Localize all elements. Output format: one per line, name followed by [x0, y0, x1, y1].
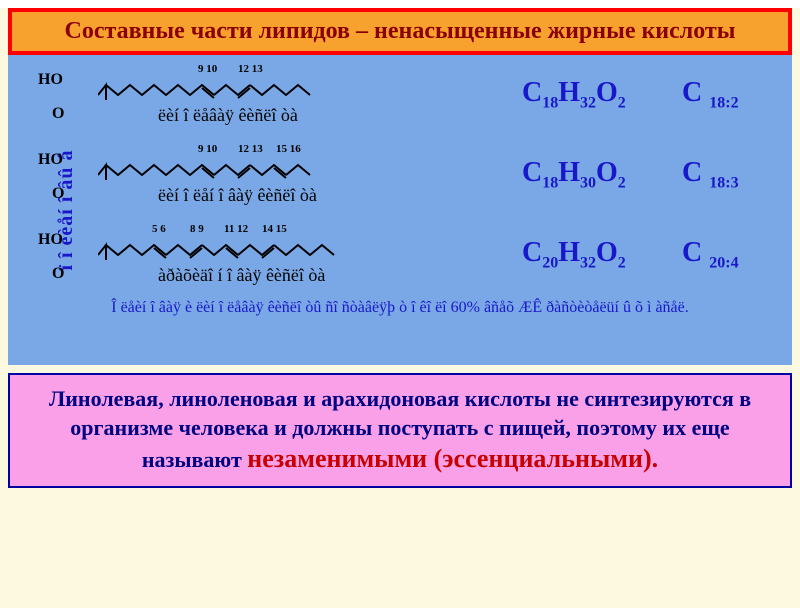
shorthand-notation: C 18:2: [682, 77, 792, 113]
acid-head: HO O: [38, 225, 98, 285]
bond-label: 12 13: [238, 63, 263, 75]
bond-label: 12 13: [238, 143, 263, 155]
acid-name: ëèí î ëåâàÿ êèñëî òà: [158, 105, 298, 126]
bond-label: 9 10: [198, 143, 217, 155]
acid-row: HO O 5 6 8 9 11 12 14 15 àðàõèäî í î âàÿ…: [8, 215, 792, 295]
essential-text: незаменимыми (эссенциальными).: [247, 444, 658, 473]
bond-label: 8 9: [190, 223, 204, 235]
molecular-formula: C18H32O2: [522, 77, 682, 113]
acid-head: HO O: [38, 145, 98, 205]
bond-label: 14 15: [262, 223, 287, 235]
chain-svg: [98, 155, 378, 185]
acid-row: HO O 9 10 12 13 15 16 ëèí î ëåí î âàÿ êè…: [8, 135, 792, 215]
bond-label: 15 16: [276, 143, 301, 155]
bond-label: 5 6: [152, 223, 166, 235]
o-label: O: [52, 265, 64, 283]
acid-name: ëèí î ëåí î âàÿ êèñëî òà: [158, 185, 317, 206]
title-text: Составные части липидов – ненасыщенные ж…: [65, 18, 736, 44]
acid-name: àðàõèäî í î âàÿ êèñëî òà: [158, 265, 325, 286]
chain-column: 9 10 12 13 15 16 ëèí î ëåí î âàÿ êèñëî ò…: [98, 145, 522, 205]
chain-svg: [98, 235, 378, 265]
acid-row: HO O 9 10 12 13 ëèí î ëåâàÿ êèñëî òà C18…: [8, 55, 792, 135]
bond-label: 11 12: [224, 223, 248, 235]
chemistry-panel: ï î ëèåí î âû å HO O 9 10 12 13 ëèí î ëå…: [8, 55, 792, 365]
o-label: O: [52, 185, 64, 203]
molecular-formula: C20H32O2: [522, 237, 682, 273]
molecular-formula: C18H30O2: [522, 157, 682, 193]
shorthand-notation: C 20:4: [682, 237, 792, 273]
ho-label: HO: [38, 151, 63, 169]
shorthand-notation: C 18:3: [682, 157, 792, 193]
chain-column: 5 6 8 9 11 12 14 15 àðàõèäî í î âàÿ êèñë…: [98, 225, 522, 285]
bottom-box: Линолевая, линоленовая и арахидоновая ки…: [8, 373, 792, 488]
acid-head: HO O: [38, 65, 98, 125]
o-label: O: [52, 105, 64, 123]
bond-label: 9 10: [198, 63, 217, 75]
ho-label: HO: [38, 231, 63, 249]
title-box: Составные части липидов – ненасыщенные ж…: [8, 8, 792, 55]
chain-column: 9 10 12 13 ëèí î ëåâàÿ êèñëî òà: [98, 65, 522, 125]
ho-label: HO: [38, 71, 63, 89]
slide: Составные части липидов – ненасыщенные ж…: [0, 8, 800, 608]
footnote: Î ëåèí î âàÿ è ëèí î ëåâàÿ êèñëî òû ñî ñ…: [8, 295, 792, 325]
chain-svg: [98, 75, 378, 105]
